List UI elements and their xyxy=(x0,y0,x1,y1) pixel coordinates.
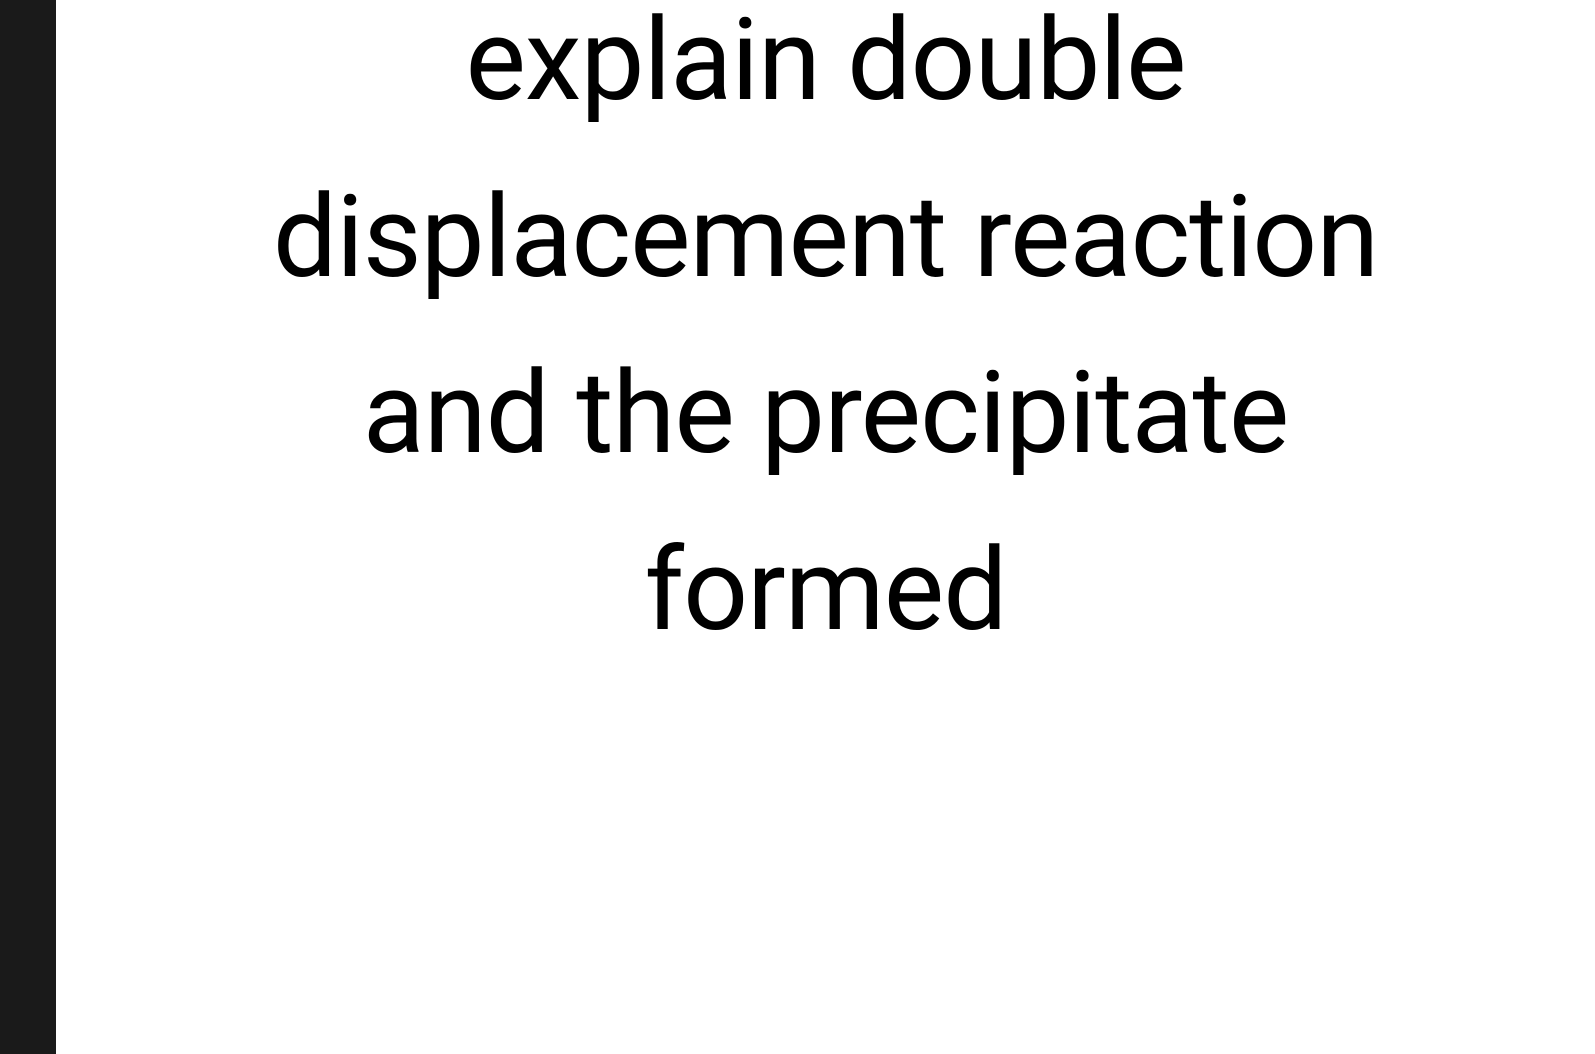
text-block: explain double displacement reaction and… xyxy=(273,0,1378,679)
text-line: formed xyxy=(273,502,1378,679)
text-line: explain double xyxy=(273,0,1378,149)
left-sidebar xyxy=(0,0,56,1054)
text-line: displacement reaction xyxy=(273,149,1378,326)
document-content: explain double displacement reaction and… xyxy=(56,0,1595,1054)
text-line: and the precipitate xyxy=(273,325,1378,502)
